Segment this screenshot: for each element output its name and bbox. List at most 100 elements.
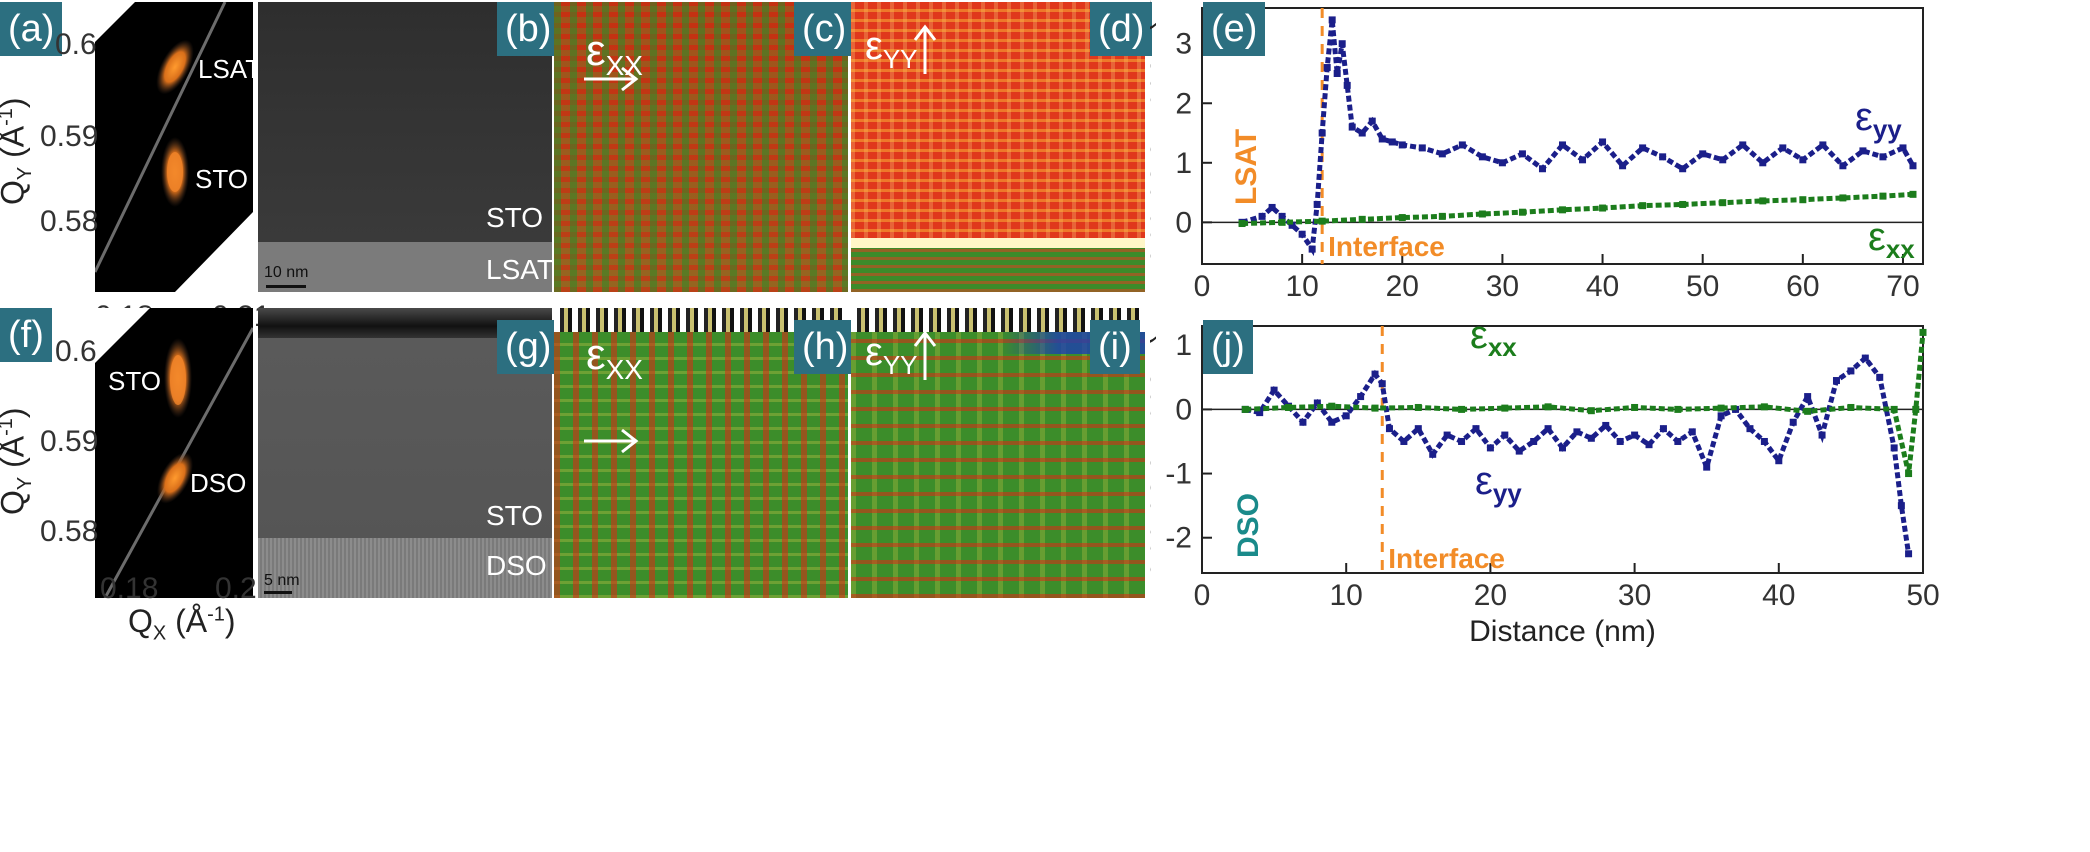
data-point-exx (1717, 404, 1725, 412)
x-tick-label: 40 (1586, 270, 1619, 303)
ylabel-q: Q (0, 180, 31, 205)
ylabel-unit: (Å (0, 125, 31, 158)
panel-tag-b: (b) (497, 2, 560, 56)
stem-film-label: STO (486, 500, 544, 531)
data-point-eyy (1779, 144, 1787, 152)
data-point-eyy (1832, 377, 1840, 385)
data-point-eyy (1371, 370, 1379, 378)
data-point-exx (1639, 202, 1647, 210)
eyy-series-label: εyy (1855, 95, 1902, 144)
x-tick-label: 30 (1486, 270, 1519, 303)
ylabel-exp: -1 (0, 418, 17, 436)
data-point-eyy (1659, 425, 1667, 433)
xlabel-close: ) (224, 603, 236, 639)
x-tick-label: 0 (1194, 270, 1211, 303)
data-point-exx (1358, 215, 1366, 223)
data-point-exx (1587, 407, 1595, 415)
data-point-eyy (1343, 81, 1351, 89)
rsm-qy-tick-1: 0.6 (55, 28, 97, 61)
stem-substrate-region (258, 242, 552, 292)
data-point-exx (1879, 192, 1887, 200)
series-line-exx (1245, 332, 1926, 475)
data-point-exx (1760, 403, 1768, 411)
eyy-sub: YY (882, 44, 918, 74)
eyy-symbol: ε (865, 24, 883, 68)
data-point-exx (1799, 196, 1807, 204)
eyy-series-label: εyy (1475, 459, 1522, 508)
rsm-ylabel-top: QY (Å-1) (0, 97, 37, 205)
eyy-series-sub: yy (1873, 114, 1902, 144)
data-point-exx (1759, 197, 1767, 205)
panel-tag-e: (e) (1203, 2, 1266, 56)
rsm-xlabel-bottom: QX (Å-1) (128, 603, 236, 645)
data-point-eyy (1458, 437, 1466, 445)
exx-series-label: εxx (1470, 318, 1517, 362)
arrow-right-icon (584, 428, 639, 454)
data-point-eyy (1429, 450, 1437, 458)
x-tick-label: 40 (1762, 579, 1795, 612)
panel-tag-d: (d) (1090, 2, 1153, 56)
interface-label: Interface (1388, 543, 1505, 574)
data-point-eyy (1443, 431, 1451, 439)
x-tick-label: 30 (1618, 579, 1651, 612)
data-point-eyy (1298, 230, 1306, 238)
data-point-eyy (1890, 444, 1898, 452)
xlabel-unit: (Å (175, 603, 208, 639)
ylabel-unit: (Å (0, 435, 31, 468)
data-point-eyy (1559, 141, 1566, 149)
data-point-exx (1599, 204, 1607, 212)
data-point-eyy (1659, 153, 1667, 161)
data-point-eyy (1530, 437, 1538, 445)
ylabel-close: ) (0, 407, 31, 418)
data-point-eyy (1328, 418, 1336, 426)
stem-substrate-label: DSO (486, 550, 547, 581)
panel-tag-a: (a) (0, 2, 63, 56)
rsm-qy-tick-3: 0.58 (40, 515, 99, 548)
ylabel-sub: Y (13, 166, 36, 181)
ylabel-close: ) (0, 97, 31, 108)
data-point-eyy (1639, 144, 1647, 152)
data-point-eyy (1358, 129, 1366, 137)
interface-label: Interface (1328, 231, 1445, 262)
x-tick-label: 20 (1474, 579, 1507, 612)
data-point-exx (1278, 218, 1286, 226)
data-point-eyy (1789, 418, 1797, 426)
data-point-eyy (1587, 434, 1595, 442)
substrate-region-label: LSAT (1230, 129, 1263, 205)
rsm-panel-bottom: STO DSO (95, 308, 253, 598)
data-point-exx (1631, 403, 1639, 411)
y-tick-label: 1 (1175, 329, 1192, 362)
data-point-eyy (1804, 393, 1812, 401)
data-point-exx (1414, 403, 1422, 411)
data-point-exx (1478, 210, 1486, 218)
exx-label: εXX (586, 330, 643, 386)
data-point-exx (1719, 199, 1727, 207)
rsm-qy-tick-1: 0.6 (55, 335, 97, 368)
data-point-eyy (1897, 502, 1905, 510)
data-point-eyy (1573, 428, 1581, 436)
data-point-eyy (1847, 367, 1855, 375)
data-point-exx (1905, 470, 1913, 478)
y-axis-label: Relat. deformation (%) (1150, 0, 1157, 286)
stem-substrate-label: LSAT (486, 254, 552, 285)
rsm-qy-tick-2: 0.59 (40, 120, 99, 153)
eyy-interface-bright-band (851, 238, 1145, 248)
data-point-exx (1674, 405, 1682, 413)
data-point-eyy (1313, 200, 1321, 208)
y-tick-label: 2 (1175, 87, 1192, 120)
xlabel-exp: -1 (207, 603, 225, 626)
series-line-exx (1241, 191, 1914, 227)
data-point-eyy (1909, 162, 1917, 170)
rsm-peak-label-lower: DSO (190, 468, 247, 498)
data-point-eyy (1688, 428, 1696, 436)
data-point-eyy (1486, 444, 1494, 452)
data-point-eyy (1256, 409, 1264, 417)
data-point-eyy (1899, 144, 1907, 152)
rsm-peak-label-lower: STO (195, 164, 248, 194)
data-point-eyy (1258, 212, 1266, 220)
panel-tag-f: (f) (0, 308, 52, 362)
exx-symbol: ε (586, 330, 606, 379)
x-tick-label: 0 (1194, 579, 1211, 612)
x-tick-label: 10 (1285, 270, 1318, 303)
data-point-eyy (1619, 162, 1627, 170)
